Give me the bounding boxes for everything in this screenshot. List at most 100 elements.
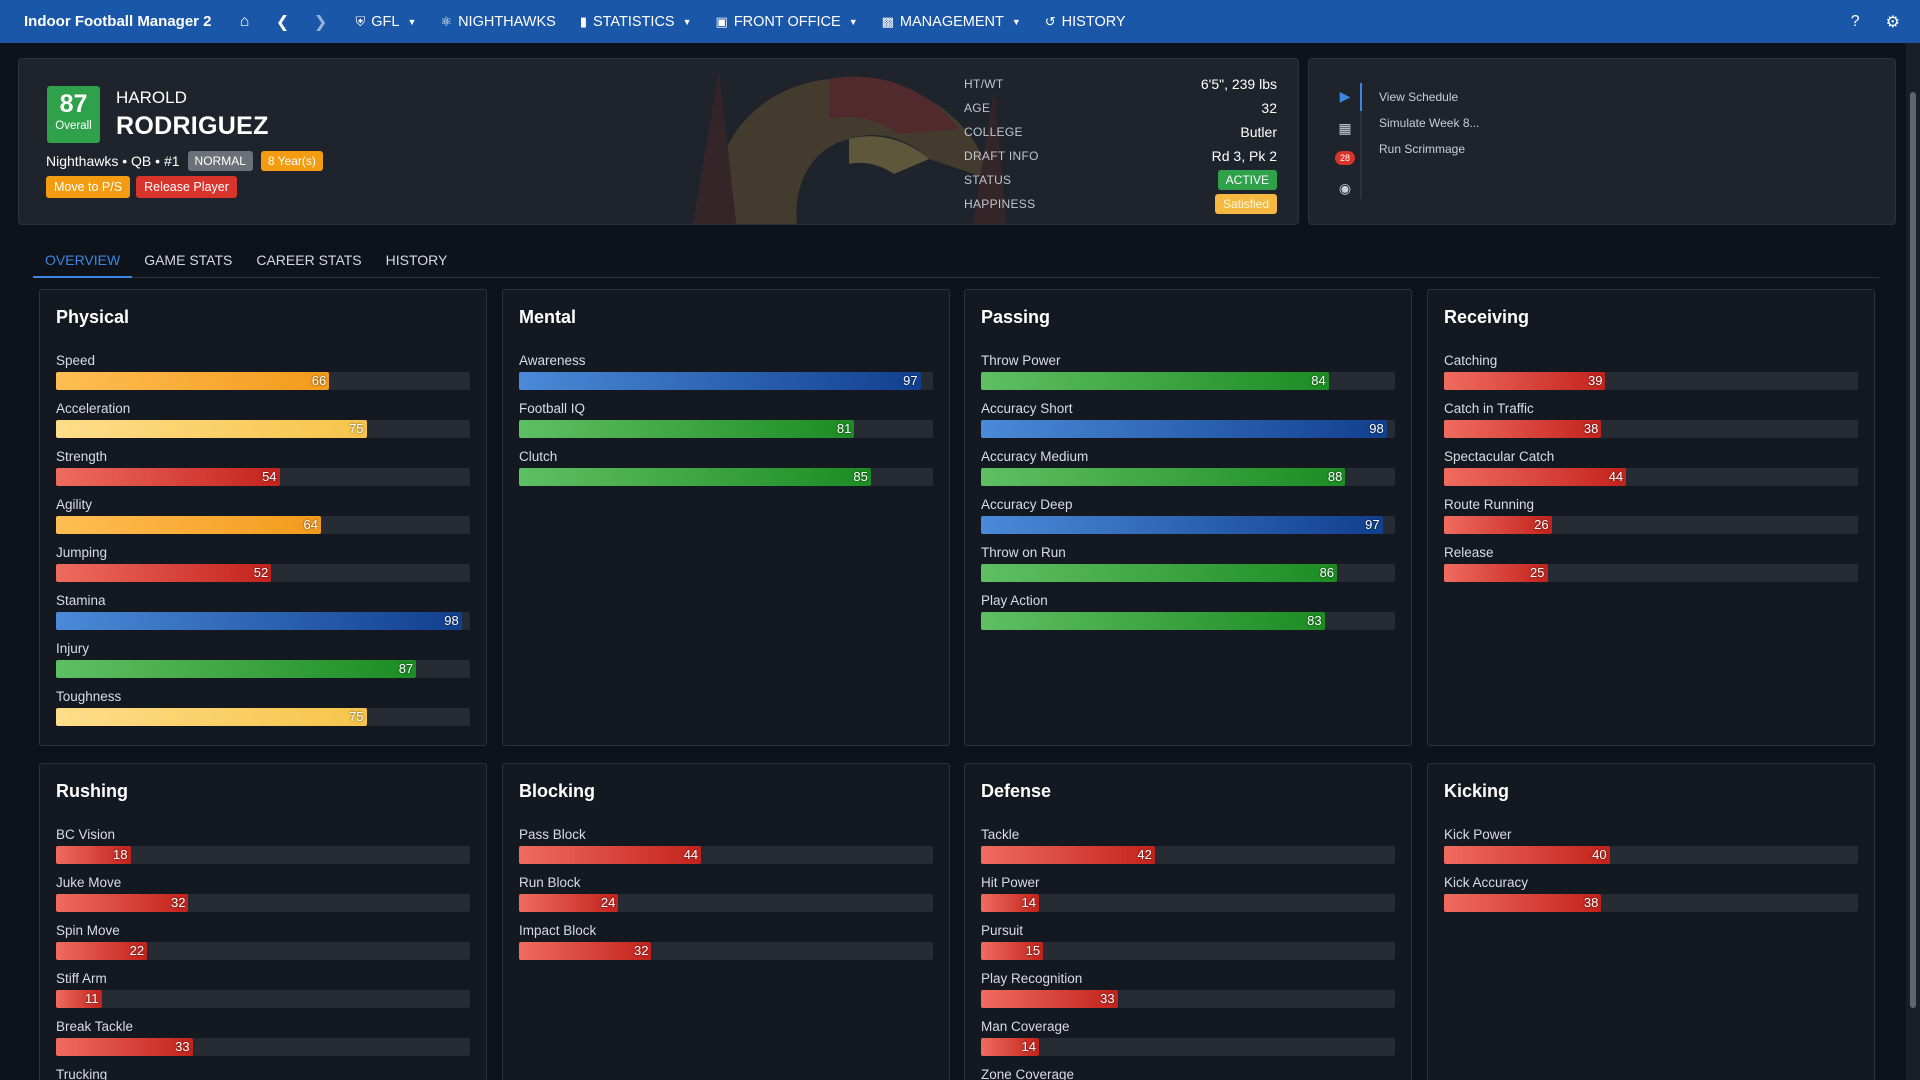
overall-rating: 87 (59, 90, 88, 118)
nav-gfl[interactable]: ⛨ GFL ▼ (356, 14, 417, 30)
attribute-name: Man Coverage (981, 1019, 1070, 1034)
attribute-bar: 84 (981, 372, 1395, 390)
nav-nighthawks[interactable]: ⚛ NIGHTHAWKS (440, 14, 555, 30)
attribute-value: 38 (1583, 421, 1599, 436)
overall-label: Overall (55, 120, 92, 132)
nav-front-office[interactable]: ▣ FRONT OFFICE ▼ (716, 14, 858, 30)
attribute-bar-fill: 40 (1444, 846, 1610, 864)
attribute-bar: 25 (1444, 564, 1858, 582)
attribute-bar-fill: 97 (981, 516, 1383, 534)
scrollbar-thumb[interactable] (1910, 92, 1916, 1008)
run-scrimmage-link[interactable]: Run Scrimmage (1379, 142, 1466, 156)
scrollbar[interactable] (1906, 43, 1920, 1080)
panel-mental: Mental Awareness 97 Football IQ 81 Clutch 85 (502, 289, 950, 746)
attribute-bar-fill: 81 (519, 420, 855, 438)
chevron-down-icon: ▼ (682, 16, 692, 27)
panel-title: Rushing (56, 781, 128, 801)
contract-badge: 8 Year(s) (260, 151, 323, 171)
attribute-bar-fill: 64 (56, 516, 321, 534)
happiness-badge: Satisfied (1214, 194, 1277, 214)
attribute-bar-fill: 15 (981, 942, 1044, 960)
attribute-list: BC Vision 18 Juke Move 32 Spin Move 22 Stiff A… (56, 826, 470, 1080)
calendar-icon[interactable]: ▦ (1338, 120, 1352, 136)
attribute-value: 26 (1534, 517, 1549, 532)
tab-overview[interactable]: OVERVIEW (33, 248, 133, 278)
gear-icon[interactable]: ⚙ (1885, 13, 1900, 31)
attribute-value: 39 (1587, 373, 1603, 388)
nav-statistics[interactable]: ▮ STATISTICS ▼ (580, 14, 692, 30)
attribute-bar: 22 (56, 942, 470, 960)
attribute-row: Accuracy Deep 97 (981, 496, 1395, 544)
move-to-ps-button[interactable]: Move to P/S (46, 176, 131, 198)
player-tabs: OVERVIEW GAME STATS CAREER STATS HISTORY (33, 248, 1879, 278)
nav-front-office-label: FRONT OFFICE (733, 13, 841, 30)
attribute-row: Accuracy Short 98 (981, 400, 1395, 448)
attribute-value: 75 (349, 421, 364, 436)
attribute-bar: 32 (519, 942, 933, 960)
tab-game-stats[interactable]: GAME STATS (144, 252, 233, 268)
attribute-name: Football IQ (519, 401, 586, 416)
attribute-name: Pursuit (981, 923, 1024, 938)
attribute-name: Injury (56, 641, 90, 656)
simulate-week-link[interactable]: Simulate Week 8... (1379, 116, 1480, 130)
notification-count-badge[interactable]: 28 (1334, 151, 1355, 165)
info-label: AGE (964, 101, 991, 115)
attribute-bar: 81 (519, 420, 933, 438)
attribute-value: 18 (113, 847, 128, 862)
attribute-bar-fill: 33 (981, 990, 1118, 1008)
attribute-bar-fill: 14 (981, 1038, 1039, 1056)
attribute-value: 98 (1369, 421, 1384, 436)
app-title[interactable]: Indoor Football Manager 2 (24, 13, 212, 30)
nav-management[interactable]: ▩ MANAGEMENT ▼ (882, 14, 1021, 30)
release-player-button[interactable]: Release Player (136, 176, 237, 198)
attribute-bar-fill: 38 (1444, 894, 1602, 912)
attribute-value: 15 (1025, 943, 1041, 958)
attribute-name: Clutch (519, 449, 558, 464)
tab-career-stats[interactable]: CAREER STATS (256, 252, 362, 268)
attribute-row: Release 25 (1444, 544, 1858, 592)
attribute-list: Awareness 97 Football IQ 81 Clutch 85 (519, 352, 933, 496)
tab-history[interactable]: HISTORY (385, 252, 448, 268)
mode-badge: NORMAL (187, 151, 253, 171)
attribute-bar-fill: 32 (56, 894, 189, 912)
attribute-name: Awareness (519, 353, 586, 368)
help-button[interactable]: ? (1850, 12, 1860, 30)
attribute-bar: 18 (56, 846, 470, 864)
info-value: Butler (1240, 124, 1277, 140)
attribute-name: Spin Move (56, 923, 120, 938)
forward-icon[interactable]: ❯ (313, 13, 328, 31)
attribute-value: 40 (1592, 847, 1607, 862)
back-icon[interactable]: ❮ (275, 13, 290, 31)
attribute-bar-fill: 86 (981, 564, 1338, 582)
globe-icon[interactable]: ◉ (1338, 180, 1352, 196)
attribute-bar-fill: 54 (56, 468, 280, 486)
info-row-htwt: HT/WT 6'5", 239 lbs (964, 72, 1277, 96)
attribute-bar-fill: 98 (981, 420, 1387, 438)
attribute-bar: 39 (1444, 372, 1858, 390)
player-last-name: RODRIGUEZ (116, 112, 269, 140)
attribute-row: Throw on Run 86 (981, 544, 1395, 592)
panel-title: Receiving (1444, 307, 1530, 327)
attribute-value: 44 (1608, 469, 1624, 484)
view-schedule-link[interactable]: View Schedule (1379, 90, 1459, 104)
team-position-number[interactable]: Nighthawks • QB • #1 (46, 153, 180, 169)
attribute-bar: 38 (1444, 420, 1858, 438)
player-actions: Move to P/S Release Player (46, 176, 237, 198)
attribute-name: Kick Accuracy (1444, 875, 1529, 890)
attribute-row: Awareness 97 (519, 352, 933, 400)
play-icon[interactable]: ▶ (1339, 88, 1351, 104)
attribute-bar-fill: 44 (1444, 468, 1627, 486)
home-icon[interactable]: ⌂ (239, 12, 250, 30)
attribute-bar-fill: 24 (519, 894, 619, 912)
attribute-row: Hit Power 14 (981, 874, 1395, 922)
attribute-bar-fill: 88 (981, 468, 1346, 486)
attribute-value: 85 (853, 469, 868, 484)
attribute-bar: 42 (981, 846, 1395, 864)
attribute-name: Strength (56, 449, 108, 464)
attribute-value: 83 (1307, 613, 1322, 628)
nav-history[interactable]: ↺ HISTORY (1045, 14, 1126, 30)
attribute-name: Route Running (1444, 497, 1535, 512)
attribute-name: Juke Move (56, 875, 122, 890)
chevron-down-icon: ▼ (848, 16, 858, 27)
attribute-row: Trucking (56, 1066, 470, 1080)
